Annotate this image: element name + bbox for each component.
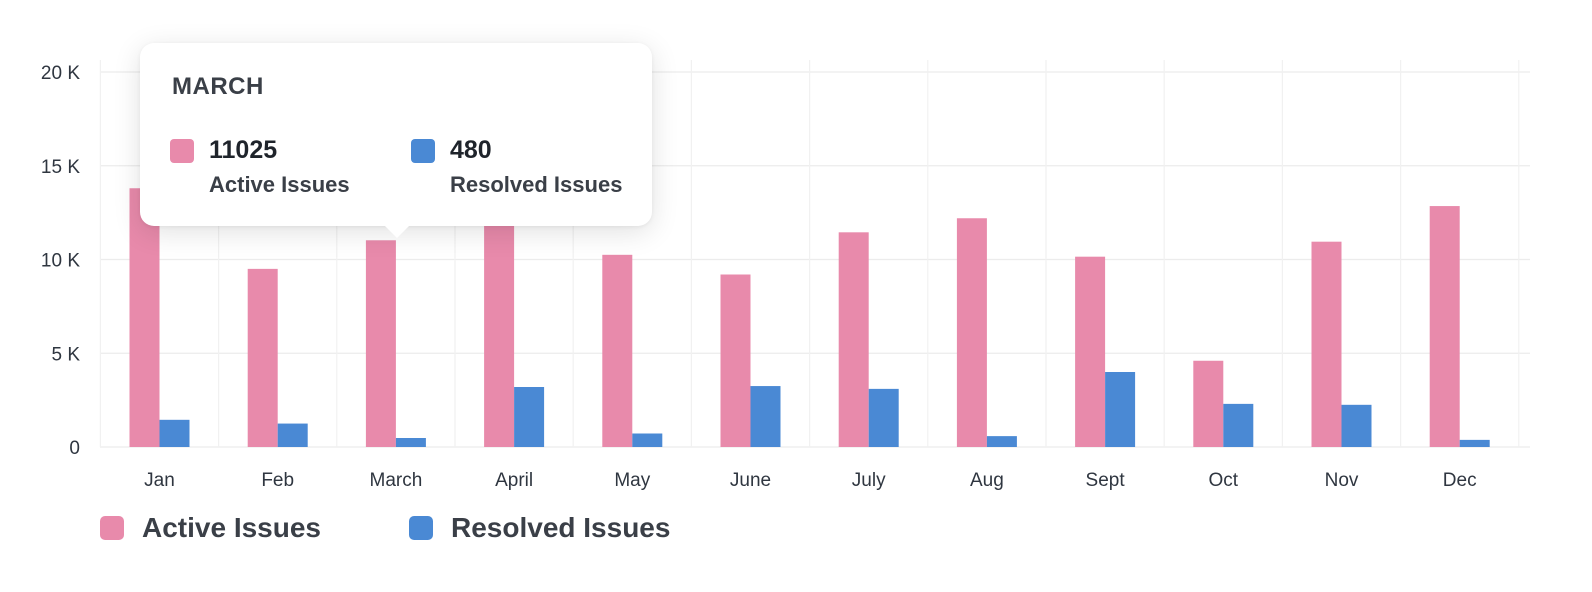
chart-tooltip: MARCH 11025 Active Issues 480 Resolved I… [140,43,652,238]
tooltip-label-active: Active Issues [209,172,350,197]
tooltip-value-active: 11025 [209,136,278,164]
x-tick-label: April [495,470,533,491]
chart-legend: Active Issues Resolved Issues [100,512,758,544]
y-tick-label: 15 K [41,157,80,178]
legend-item-active[interactable]: Active Issues [100,512,321,544]
x-tick-label: Oct [1209,470,1239,491]
bar-resolved [395,438,426,447]
x-tick-label: Sept [1086,470,1126,491]
bar-resolved [1223,403,1254,447]
y-tick-label: 5 K [51,344,80,365]
bar-active [1429,206,1460,447]
y-tick-label: 10 K [41,251,80,272]
bar-active [602,254,633,447]
bar-resolved [632,433,663,447]
bar-resolved [159,419,190,447]
legend-label-active: Active Issues [142,512,321,543]
tooltip-label-resolved: Resolved Issues [450,172,623,197]
legend-swatch-active [100,516,124,540]
bar-resolved [1105,372,1136,447]
x-tick-label: Dec [1443,470,1477,491]
x-tick-label: June [730,470,771,491]
y-tick-label: 0 [69,438,80,459]
bar-active [838,232,869,447]
x-tick-label: Jan [144,470,175,491]
bar-active [1311,241,1342,447]
bar-active [129,188,160,447]
bar-active [956,218,987,447]
bar-active [365,240,396,447]
bar-resolved [277,423,308,447]
legend-item-resolved[interactable]: Resolved Issues [409,512,670,544]
bar-active [1075,256,1106,447]
x-tick-label: July [852,470,886,491]
bar-resolved [750,386,781,447]
bar-resolved [868,388,899,447]
y-tick-label: 20 K [41,63,80,84]
tooltip-swatch-resolved [411,139,435,163]
bar-resolved [986,436,1017,447]
tooltip-arrow [385,226,409,238]
legend-label-resolved: Resolved Issues [451,512,671,543]
x-tick-label: Nov [1325,470,1359,491]
x-tick-label: May [614,470,650,491]
bar-active [720,274,751,447]
bar-active [1193,360,1224,447]
legend-swatch-resolved [409,516,433,540]
x-tick-label: Aug [970,470,1004,491]
bar-active [484,225,515,447]
tooltip-value-resolved: 480 [450,136,492,164]
tooltip-title: MARCH [172,73,264,100]
bar-resolved [514,387,545,447]
bar-resolved [1459,439,1490,447]
bar-resolved [1341,404,1372,447]
x-tick-label: March [370,470,423,491]
bar-active [247,268,278,447]
x-tick-label: Feb [261,470,294,491]
tooltip-swatch-active [170,139,194,163]
